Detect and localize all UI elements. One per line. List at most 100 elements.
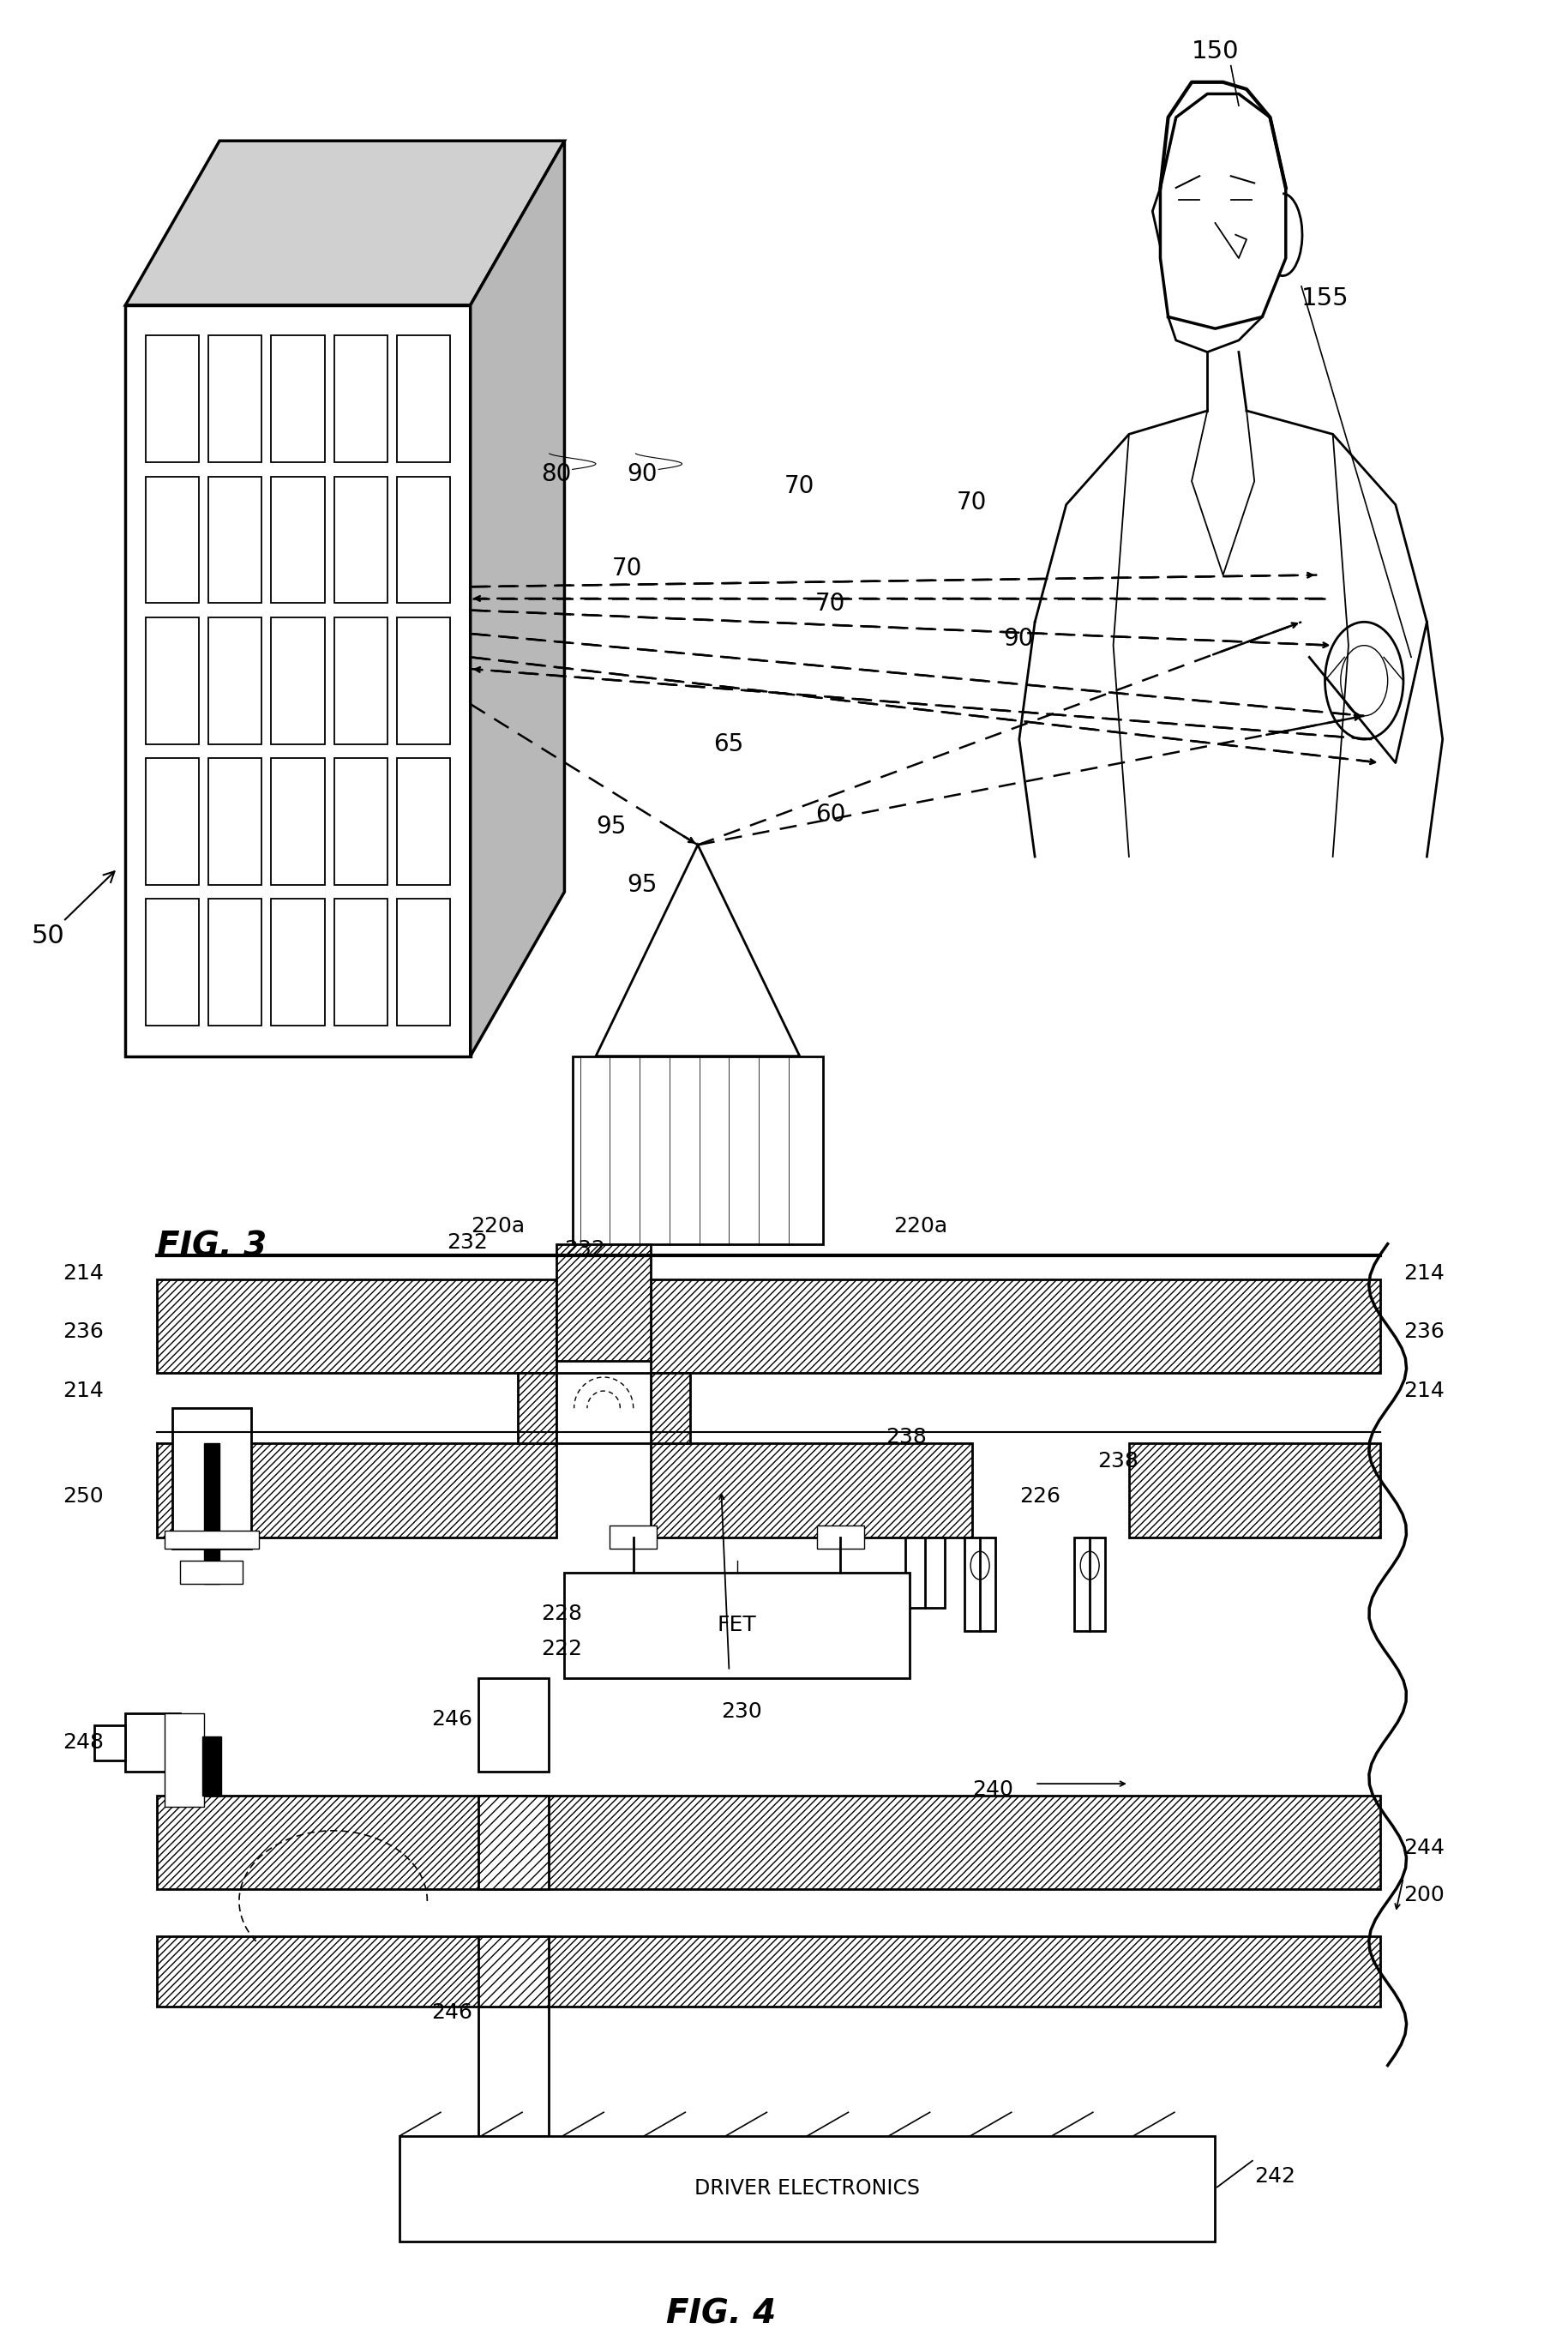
Polygon shape <box>146 899 199 1026</box>
Text: 240: 240 <box>972 1779 1013 1800</box>
Polygon shape <box>146 617 199 744</box>
Bar <box>172 1408 251 1549</box>
Text: 70: 70 <box>612 556 641 580</box>
Polygon shape <box>209 758 262 885</box>
Text: FIG. 3: FIG. 3 <box>157 1230 267 1263</box>
Polygon shape <box>478 1936 549 2007</box>
Text: 95: 95 <box>596 814 626 838</box>
Polygon shape <box>334 758 387 885</box>
Polygon shape <box>334 336 387 462</box>
Text: 155: 155 <box>1301 286 1348 310</box>
Text: 250: 250 <box>63 1486 103 1507</box>
Polygon shape <box>397 617 450 744</box>
Polygon shape <box>209 476 262 603</box>
Bar <box>94 1725 125 1760</box>
Polygon shape <box>470 141 564 1056</box>
Text: 238: 238 <box>1098 1450 1138 1472</box>
Polygon shape <box>209 617 262 744</box>
Polygon shape <box>397 336 450 462</box>
Text: FIG. 4: FIG. 4 <box>666 2298 776 2331</box>
Polygon shape <box>271 476 325 603</box>
Bar <box>905 1537 944 1608</box>
Text: 80: 80 <box>541 462 571 486</box>
Bar <box>165 1713 204 1807</box>
Polygon shape <box>125 305 470 1056</box>
Polygon shape <box>478 1795 549 1889</box>
Polygon shape <box>1129 1443 1380 1537</box>
Polygon shape <box>157 1936 1380 2007</box>
Polygon shape <box>397 758 450 885</box>
Text: 200: 200 <box>1403 1885 1444 1906</box>
Bar <box>478 1678 549 1772</box>
Bar <box>478 2007 549 2136</box>
Text: 220a: 220a <box>470 1216 525 1237</box>
Polygon shape <box>146 336 199 462</box>
Polygon shape <box>557 1244 651 1361</box>
Text: 246: 246 <box>431 2002 472 2023</box>
Polygon shape <box>209 336 262 462</box>
Text: 244: 244 <box>1403 1838 1444 1859</box>
Polygon shape <box>146 758 199 885</box>
Bar <box>564 1572 909 1678</box>
Text: 214: 214 <box>1403 1263 1444 1284</box>
Text: 222: 222 <box>541 1638 582 1659</box>
Polygon shape <box>157 1443 557 1537</box>
Bar <box>180 1561 243 1584</box>
Text: 70: 70 <box>956 491 986 514</box>
Text: 90: 90 <box>627 462 657 486</box>
Text: 230: 230 <box>721 1702 762 1723</box>
Text: 150: 150 <box>1192 40 1239 63</box>
Text: 50: 50 <box>31 871 114 948</box>
Bar <box>125 1713 180 1772</box>
Text: 70: 70 <box>815 591 845 615</box>
Bar <box>572 1056 823 1244</box>
Polygon shape <box>596 845 800 1056</box>
Text: 238: 238 <box>886 1427 927 1448</box>
Polygon shape <box>334 476 387 603</box>
Text: DRIVER ELECTRONICS: DRIVER ELECTRONICS <box>695 2178 920 2199</box>
Text: 214: 214 <box>63 1380 103 1401</box>
Polygon shape <box>651 1279 1380 1373</box>
Polygon shape <box>271 899 325 1026</box>
Text: 214: 214 <box>1403 1380 1444 1401</box>
Polygon shape <box>271 617 325 744</box>
Polygon shape <box>651 1373 690 1443</box>
Polygon shape <box>209 899 262 1026</box>
Bar <box>204 1443 220 1584</box>
Bar <box>400 2136 1215 2241</box>
Text: 246: 246 <box>431 1709 472 1730</box>
Polygon shape <box>651 1443 972 1537</box>
Polygon shape <box>334 617 387 744</box>
Text: FET: FET <box>717 1615 757 1636</box>
Text: 236: 236 <box>63 1321 103 1342</box>
Bar <box>557 1373 651 1443</box>
Polygon shape <box>397 899 450 1026</box>
Polygon shape <box>157 1795 1380 1889</box>
Bar <box>165 1530 259 1549</box>
Text: 242: 242 <box>1254 2166 1295 2187</box>
Text: 228: 228 <box>541 1603 582 1624</box>
Bar <box>202 1737 221 1795</box>
Text: 226: 226 <box>1019 1486 1060 1507</box>
Polygon shape <box>334 899 387 1026</box>
Text: 232: 232 <box>447 1232 488 1253</box>
Text: 95: 95 <box>627 873 657 897</box>
Polygon shape <box>517 1373 557 1443</box>
Polygon shape <box>271 758 325 885</box>
Text: 90: 90 <box>1004 627 1033 650</box>
Text: 60: 60 <box>815 803 845 826</box>
Text: 70: 70 <box>784 474 814 498</box>
Text: 236: 236 <box>1403 1321 1444 1342</box>
Text: 65: 65 <box>713 732 743 756</box>
Bar <box>964 1537 996 1631</box>
Polygon shape <box>271 336 325 462</box>
Bar <box>1074 1537 1105 1631</box>
Text: 232: 232 <box>564 1239 605 1260</box>
Text: 214: 214 <box>63 1263 103 1284</box>
Bar <box>610 1526 657 1549</box>
Polygon shape <box>157 1279 557 1373</box>
Bar <box>817 1526 864 1549</box>
Polygon shape <box>125 141 564 305</box>
Text: 248: 248 <box>63 1732 103 1753</box>
Polygon shape <box>397 476 450 603</box>
